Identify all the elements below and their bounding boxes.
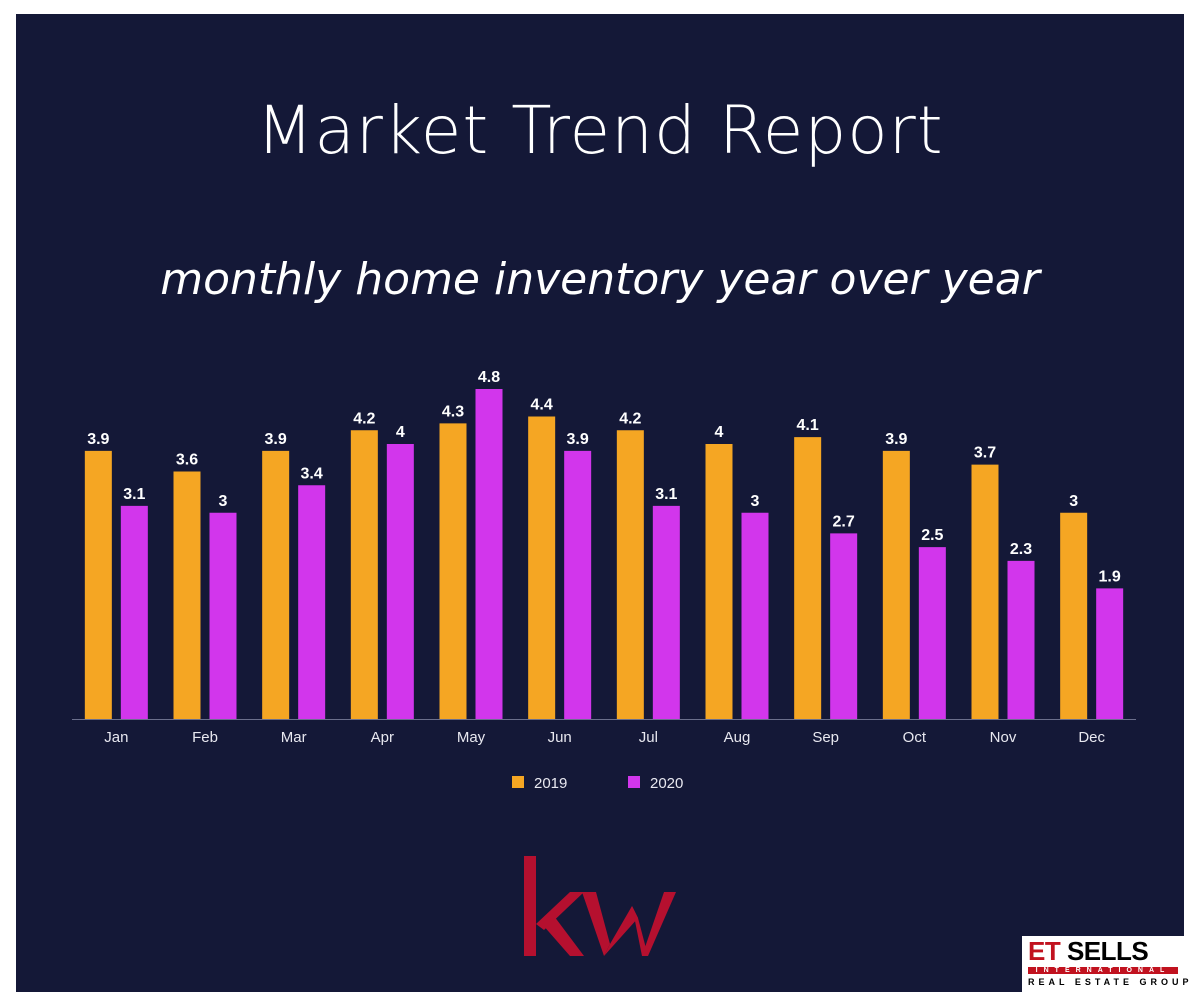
x-tick-label-jan: Jan [104, 729, 128, 746]
bar-2019-apr [350, 430, 378, 719]
bar-2020-aug [741, 512, 769, 719]
data-label-2020-may: 4.8 [478, 369, 500, 386]
data-label-2020-aug: 3 [751, 493, 760, 510]
bar-2019-mar [262, 450, 290, 719]
data-label-2020-oct: 2.5 [921, 527, 943, 544]
x-tick-label-dec: Dec [1078, 729, 1105, 746]
data-label-2019-nov: 3.7 [974, 445, 996, 462]
data-label-2019-may: 4.3 [442, 403, 464, 420]
x-tick-label-oct: Oct [903, 729, 927, 746]
data-label-2019-jun: 4.4 [531, 397, 553, 414]
bar-2020-apr [386, 444, 414, 719]
data-label-2020-dec: 1.9 [1099, 568, 1121, 585]
et-sells-group: REAL ESTATE GROUP [1028, 977, 1193, 987]
bar-2020-dec [1096, 588, 1124, 719]
data-label-2019-feb: 3.6 [176, 452, 198, 469]
data-label-2019-dec: 3 [1069, 493, 1078, 510]
bar-2019-dec [1060, 512, 1088, 719]
page-title: Market Trend Report [256, 92, 944, 169]
bar-2019-feb [173, 471, 201, 719]
data-label-2020-feb: 3 [219, 493, 228, 510]
data-label-2019-aug: 4 [715, 424, 724, 441]
data-label-2019-apr: 4.2 [353, 410, 375, 427]
legend-swatch-2019 [512, 776, 524, 788]
legend-swatch-2020 [628, 776, 640, 788]
x-tick-label-feb: Feb [192, 729, 218, 746]
bar-2019-jun [528, 416, 556, 719]
x-tick-label-apr: Apr [371, 729, 394, 746]
legend-label-2019: 2019 [534, 775, 567, 792]
et-sells-international: INTERNATIONAL [1035, 967, 1171, 974]
bar-2019-oct [882, 450, 910, 719]
x-tick-label-mar: Mar [281, 729, 307, 746]
data-label-2020-apr: 4 [396, 424, 405, 441]
bar-2019-nov [971, 464, 999, 719]
legend-label-2020: 2020 [650, 775, 683, 792]
data-label-2020-mar: 3.4 [301, 465, 323, 482]
et-sells-wordmark: ET SELLS [1028, 936, 1149, 966]
kw-logo [524, 856, 676, 956]
x-tick-label-nov: Nov [990, 729, 1017, 746]
x-tick-label-sep: Sep [812, 729, 839, 746]
data-label-2020-sep: 2.7 [833, 513, 855, 530]
data-label-2019-jan: 3.9 [87, 431, 109, 448]
bar-2019-aug [705, 444, 733, 719]
et-sells-logo: ET SELLS INTERNATIONAL REAL ESTATE GROUP [1022, 936, 1193, 992]
page-subtitle: monthly home inventory year over year [160, 254, 1040, 305]
x-tick-label-jul: Jul [639, 729, 658, 746]
bar-2019-sep [794, 437, 822, 719]
bar-2020-oct [918, 547, 946, 719]
x-tick-label-jun: Jun [548, 729, 572, 746]
data-label-2019-oct: 3.9 [885, 431, 907, 448]
data-label-2020-nov: 2.3 [1010, 541, 1032, 558]
bar-2019-jul [616, 430, 644, 719]
bar-2019-may [439, 423, 467, 719]
bar-2020-jun [564, 450, 592, 719]
x-tick-label-may: May [457, 729, 486, 746]
x-tick-label-aug: Aug [724, 729, 751, 746]
bar-2020-may [475, 389, 503, 719]
data-label-2020-jul: 3.1 [655, 486, 677, 503]
bar-2020-jan [120, 505, 148, 719]
data-label-2019-sep: 4.1 [797, 417, 819, 434]
data-label-2019-mar: 3.9 [265, 431, 287, 448]
data-label-2019-jul: 4.2 [619, 410, 641, 427]
bar-2020-sep [830, 533, 858, 719]
bar-2020-mar [298, 485, 326, 719]
bar-2019-jan [84, 450, 112, 719]
bar-2020-feb [209, 512, 237, 719]
et-sells-red-bar [1028, 967, 1178, 974]
bar-2020-jul [652, 505, 680, 719]
data-label-2020-jan: 3.1 [123, 486, 145, 503]
bar-2020-nov [1007, 560, 1035, 719]
data-label-2020-jun: 3.9 [567, 431, 589, 448]
